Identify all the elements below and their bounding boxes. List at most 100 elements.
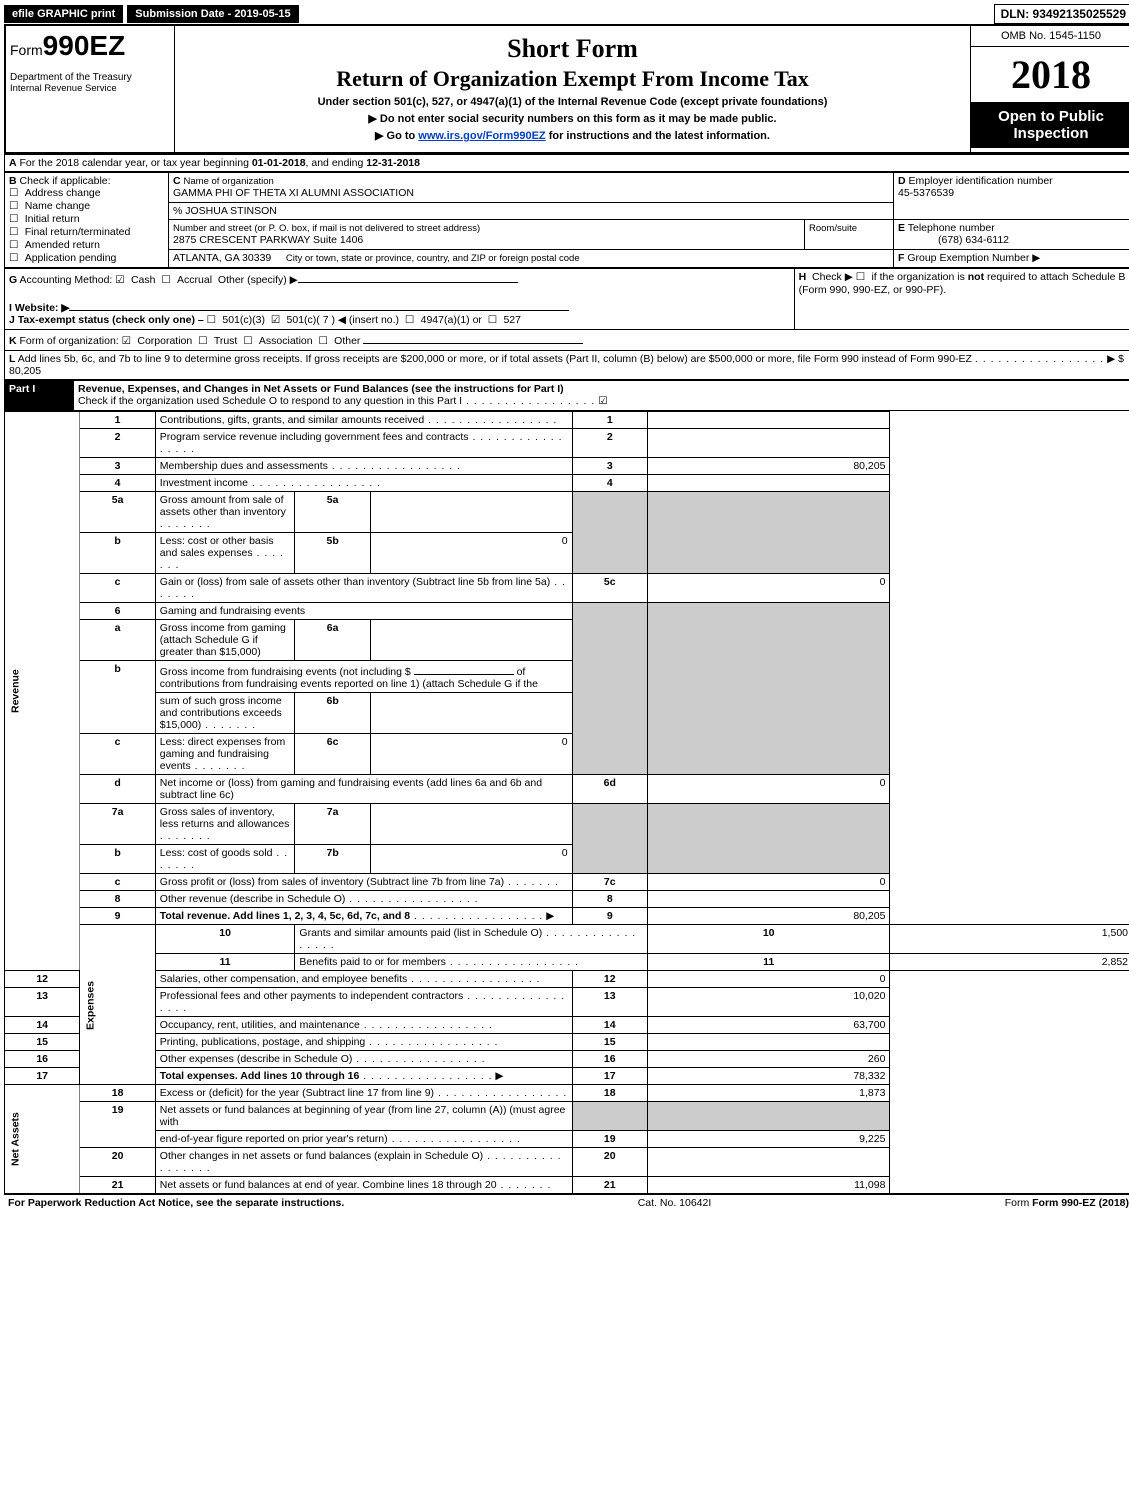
line-7b-desc: Less: cost of goods sold (160, 847, 273, 859)
line-4-desc: Investment income (160, 477, 248, 489)
checkbox-amended-return[interactable]: ☐ (9, 240, 25, 252)
org-name-label: Name of organization (184, 176, 274, 187)
checkbox-application-pending[interactable]: ☐ (9, 253, 25, 265)
line-7b-mn: 7b (295, 845, 370, 874)
line-5a-desc: Gross amount from sale of assets other t… (160, 494, 286, 518)
goto-note: Go to www.irs.gov/Form990EZ for instruct… (185, 129, 960, 142)
checkbox-final-return[interactable]: ☐ (9, 227, 25, 239)
line-7c-num: c (80, 874, 155, 891)
line-9-amt: 80,205 (647, 908, 890, 925)
line-12-amt: 0 (647, 971, 890, 988)
check-if-applicable: Check if applicable: (20, 175, 111, 187)
checkbox-initial-return[interactable]: ☐ (9, 214, 25, 226)
line-a-mid: , and ending (306, 157, 367, 169)
checkbox-501c3[interactable]: ☐ (207, 315, 223, 327)
line-18-desc: Excess or (deficit) for the year (Subtra… (160, 1087, 434, 1099)
line-g-label: G (9, 274, 17, 286)
line-3-amt: 80,205 (647, 458, 890, 475)
opt-other-specify: Other (specify) (218, 274, 287, 286)
checkbox-501c[interactable]: ☑ (271, 315, 287, 327)
line-6b-mamt (370, 693, 572, 734)
line-14-amt: 63,700 (647, 1017, 890, 1034)
line-19-num: 19 (80, 1102, 155, 1148)
line-18-amt: 1,873 (647, 1085, 890, 1102)
line-21-amt: 11,098 (647, 1177, 890, 1194)
checkbox-schedule-o[interactable]: ☑ (598, 396, 607, 408)
expenses-section-label: Expenses (80, 925, 155, 1085)
checkbox-527[interactable]: ☐ (488, 315, 504, 327)
line-17-num: 17 (5, 1068, 80, 1085)
opt-corporation: Corporation (137, 335, 192, 347)
line-6b-input[interactable] (414, 663, 514, 675)
part1-title: Revenue, Expenses, and Changes in Net As… (78, 383, 564, 395)
city-label: City or town, state or province, country… (286, 253, 580, 264)
website-input[interactable] (69, 299, 569, 311)
line-19-rn: 19 (572, 1131, 647, 1148)
line-14-num: 14 (5, 1017, 80, 1034)
line-a-table: A For the 2018 calendar year, or tax yea… (4, 154, 1129, 172)
line-8-amt (647, 891, 890, 908)
page-footer: For Paperwork Reduction Act Notice, see … (4, 1194, 1129, 1211)
line-12-rn: 12 (572, 971, 647, 988)
line-7a-num: 7a (80, 804, 155, 845)
opt-address-change: Address change (25, 187, 101, 199)
dept-treasury: Department of the Treasury (10, 62, 170, 83)
line-13-num: 13 (5, 988, 80, 1017)
line-6d-desc: Net income or (loss) from gaming and fun… (160, 777, 542, 801)
submission-date-button[interactable]: Submission Date - 2019-05-15 (127, 5, 298, 23)
line-15-rn: 15 (572, 1034, 647, 1051)
form-ref-text: Form 990-EZ (2018) (1032, 1197, 1129, 1209)
omb-number: OMB No. 1545-1150 (971, 26, 1129, 47)
checkbox-corporation[interactable]: ☑ (122, 336, 138, 348)
checkbox-name-change[interactable]: ☐ (9, 201, 25, 213)
line-16-desc: Other expenses (describe in Schedule O) (160, 1053, 353, 1065)
checkbox-cash[interactable]: ☑ (115, 275, 131, 287)
line-10-amt: 1,500 (890, 925, 1129, 954)
line-7c-desc: Gross profit or (loss) from sales of inv… (160, 876, 504, 888)
line-8-rn: 8 (572, 891, 647, 908)
opt-501c3: 501(c)(3) (222, 314, 265, 326)
opt-name-change: Name change (25, 200, 90, 212)
line-15-desc: Printing, publications, postage, and shi… (160, 1036, 365, 1048)
line-a-label: A (9, 157, 17, 169)
checkbox-other-org[interactable]: ☐ (318, 336, 334, 348)
website-label: Website: ▶ (15, 302, 70, 314)
section-d-label: D (898, 175, 906, 187)
opt-accrual: Accrual (177, 274, 212, 286)
tax-year: 2018 (971, 47, 1129, 102)
other-org-input[interactable] (363, 332, 583, 344)
room-suite-label: Room/suite (809, 223, 857, 234)
irs-link[interactable]: www.irs.gov/Form990EZ (418, 130, 545, 142)
line-6-num: 6 (80, 603, 155, 620)
revenue-section-label: Revenue (5, 412, 80, 971)
line-1-desc: Contributions, gifts, grants, and simila… (160, 414, 424, 426)
line-5b-num: b (80, 533, 155, 574)
checkbox-accrual[interactable]: ☐ (161, 275, 177, 287)
line-12-num: 12 (5, 971, 80, 988)
line-20-num: 20 (80, 1148, 155, 1177)
line-8-num: 8 (80, 891, 155, 908)
line-16-rn: 16 (572, 1051, 647, 1068)
city-state-zip: ATLANTA, GA 30339 (173, 252, 271, 264)
line-15-num: 15 (5, 1034, 80, 1051)
efile-print-button[interactable]: efile GRAPHIC print (4, 5, 123, 23)
checkbox-association[interactable]: ☐ (243, 336, 259, 348)
part1-table: Revenue 1 Contributions, gifts, grants, … (4, 411, 1129, 1194)
checkbox-4947a1[interactable]: ☐ (405, 315, 421, 327)
line-k-label: K (9, 335, 17, 347)
line-21-rn: 21 (572, 1177, 647, 1194)
checkbox-address-change[interactable]: ☐ (9, 188, 25, 200)
line-3-rn: 3 (572, 458, 647, 475)
line-9-desc: Total revenue. Add lines 1, 2, 3, 4, 5c,… (160, 910, 410, 922)
telephone-label: Telephone number (908, 222, 995, 234)
checkbox-trust[interactable]: ☐ (198, 336, 214, 348)
top-bar: efile GRAPHIC print Submission Date - 20… (4, 4, 1129, 24)
other-specify-input[interactable] (298, 271, 518, 283)
line-h-not: not (968, 271, 984, 283)
line-6c-mn: 6c (295, 734, 370, 775)
line-5a-num: 5a (80, 492, 155, 533)
section-f-label: F (898, 252, 904, 264)
checkbox-sched-b[interactable]: ☐ (856, 272, 872, 284)
line-18-rn: 18 (572, 1085, 647, 1102)
line-18-num: 18 (80, 1085, 155, 1102)
